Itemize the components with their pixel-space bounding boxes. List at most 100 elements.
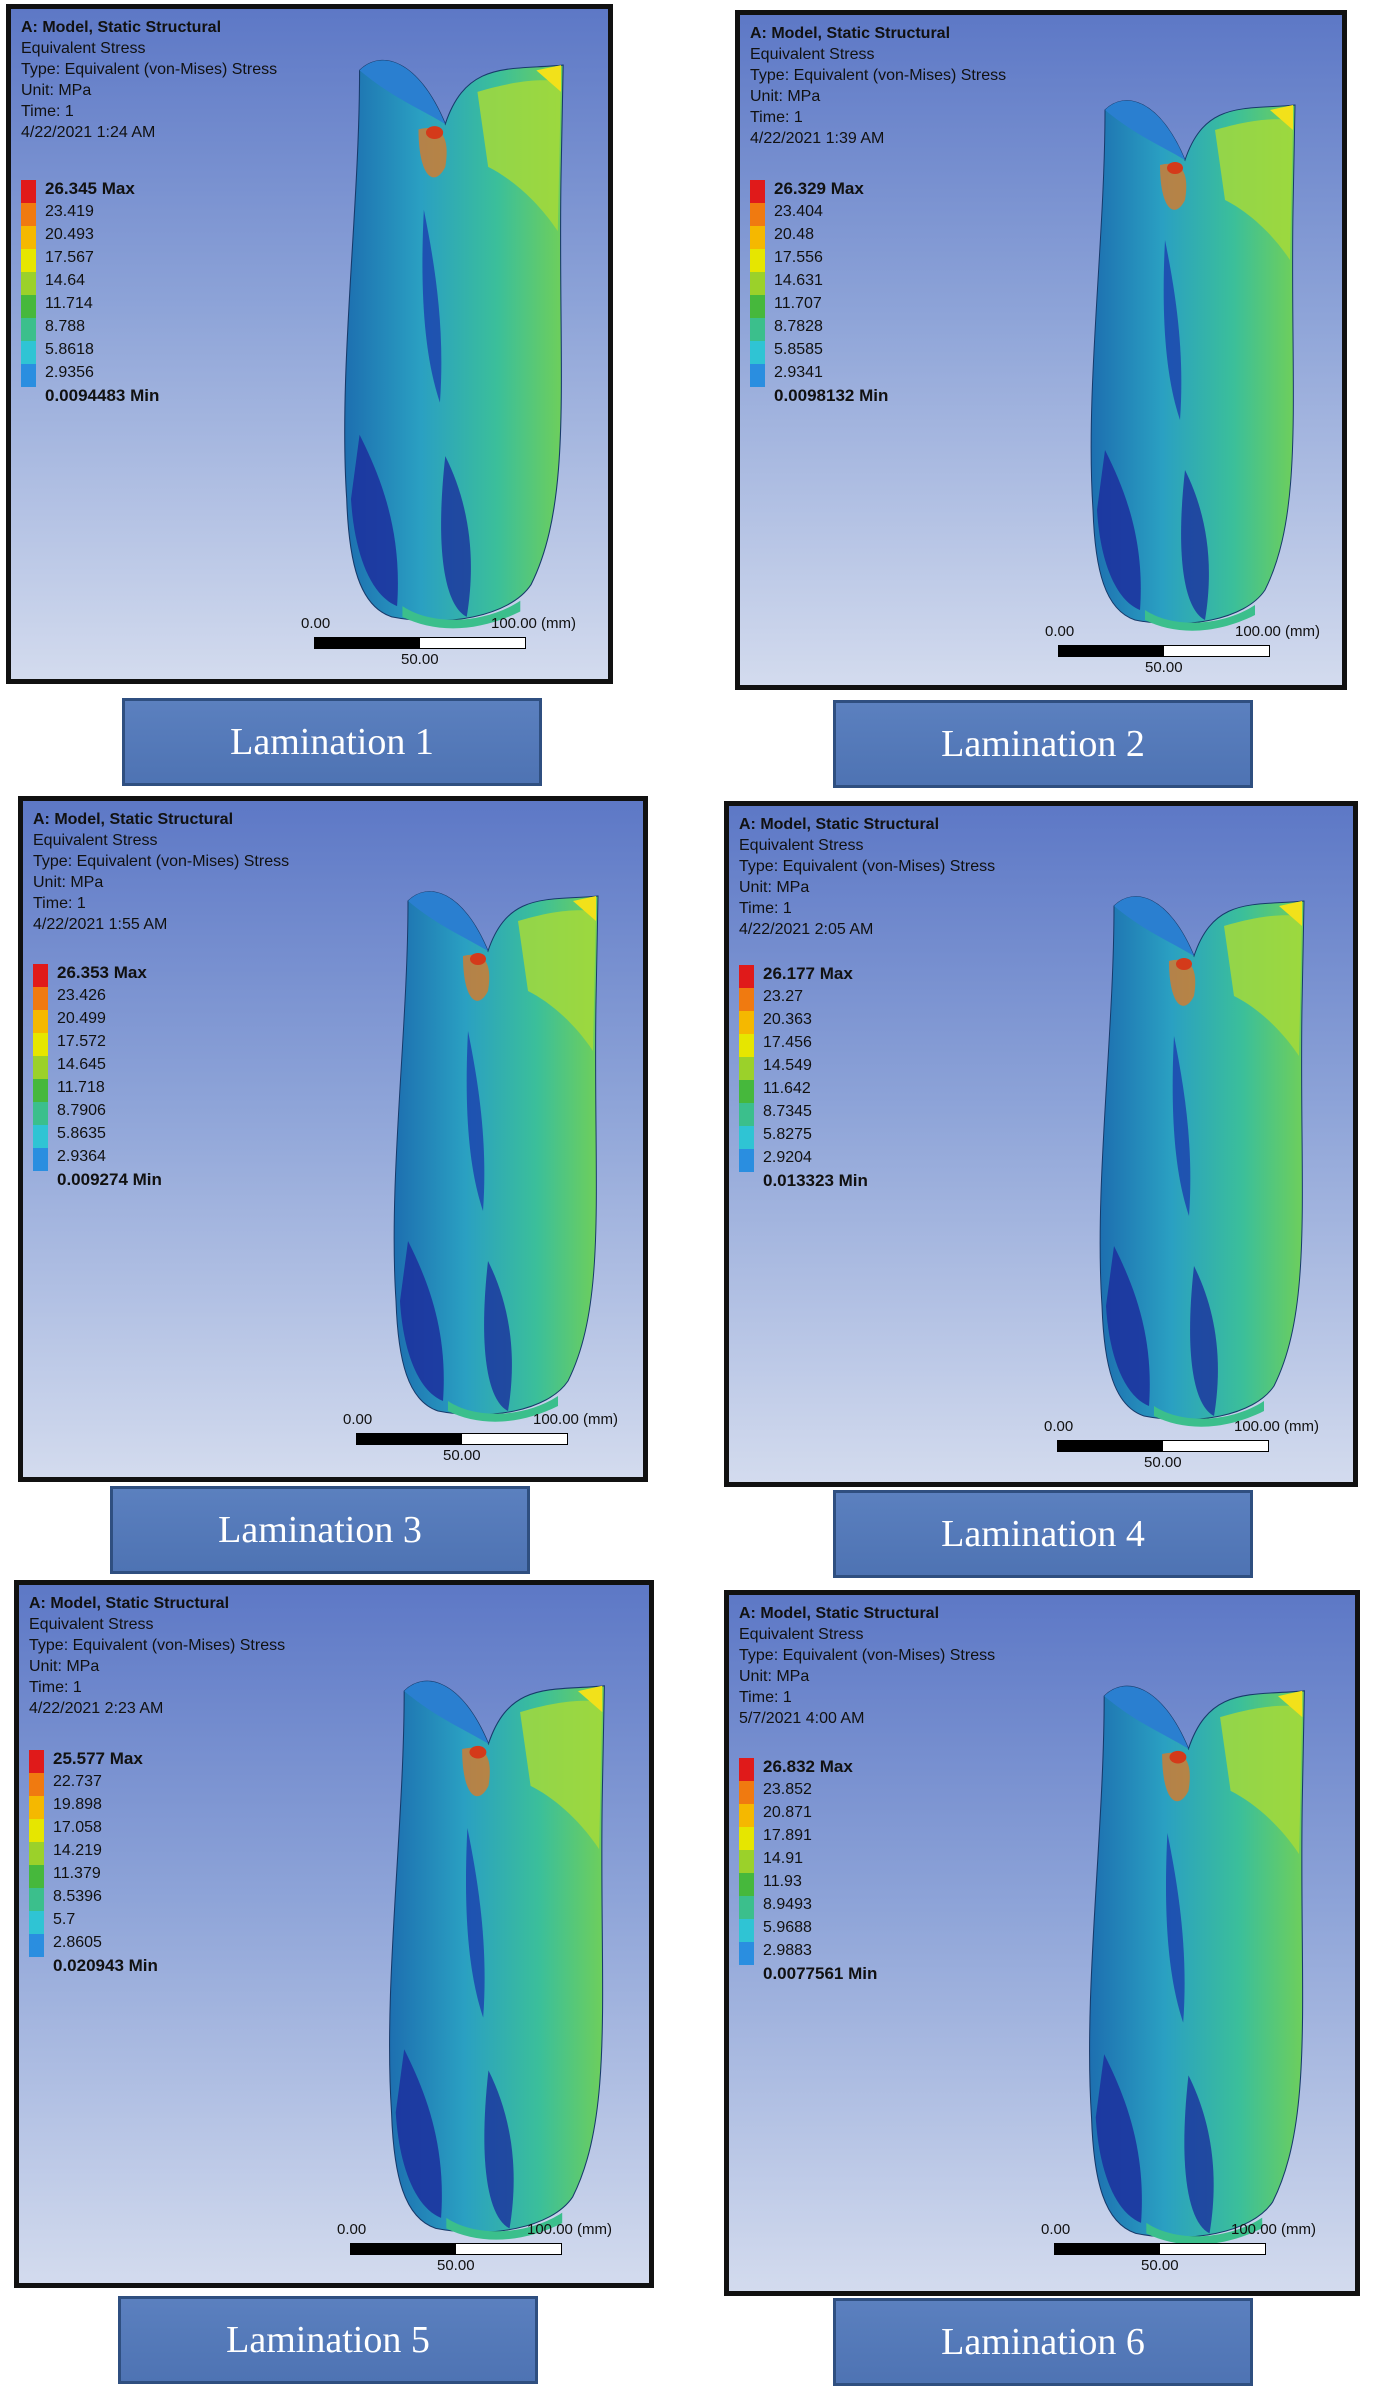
legend-label: 0.009274 Min — [57, 1170, 162, 1189]
header-date: 4/22/2021 2:05 AM — [739, 921, 874, 938]
legend-swatch — [21, 180, 36, 203]
legend-swatch — [21, 203, 36, 226]
legend-label: 17.456 — [763, 1034, 812, 1051]
panel-header: A: Model, Static Structural Equivalent S… — [739, 1603, 995, 1729]
legend-swatch — [739, 988, 754, 1011]
legend-label: 8.7828 — [774, 318, 823, 335]
legend-label: 2.9341 — [774, 364, 823, 381]
scale-mid: 50.00 — [401, 651, 439, 668]
socket-model — [1089, 1685, 1305, 2246]
legend-swatch — [21, 295, 36, 318]
legend-swatch — [33, 987, 48, 1010]
header-line: Equivalent Stress — [739, 837, 864, 854]
header-line: Unit: MPa — [739, 1668, 810, 1685]
legend-swatch — [33, 1010, 48, 1033]
legend-label: 17.556 — [774, 249, 823, 266]
result-panel-3: A: Model, Static Structural Equivalent S… — [18, 796, 648, 1482]
legend-label: 8.9493 — [763, 1896, 812, 1913]
header-line: Time: 1 — [750, 109, 803, 126]
header-line: Time: 1 — [21, 103, 74, 120]
socket-model — [389, 1680, 605, 2241]
legend-swatch — [739, 1781, 754, 1804]
scale-mid: 50.00 — [443, 1447, 481, 1464]
header-line: Equivalent Stress — [750, 46, 875, 63]
legend-swatch — [29, 1842, 44, 1865]
legend-swatch — [750, 364, 765, 387]
scale-bar-graphic — [1054, 2243, 1266, 2255]
legend-label: 14.219 — [53, 1842, 102, 1859]
legend-label: 23.404 — [774, 203, 823, 220]
legend-swatch — [33, 1148, 48, 1171]
scale-start: 0.00 — [1041, 2221, 1071, 2238]
legend-label: 11.93 — [763, 1873, 802, 1890]
header-line: Unit: MPa — [739, 879, 810, 896]
legend-label: 5.8618 — [45, 341, 94, 358]
header-date: 4/22/2021 1:24 AM — [21, 124, 156, 141]
legend-swatch — [739, 1057, 754, 1080]
header-line: Equivalent Stress — [21, 40, 146, 57]
result-panel-4: A: Model, Static Structural Equivalent S… — [724, 801, 1358, 1487]
socket-model — [393, 891, 599, 1423]
legend-label: 26.177 Max — [763, 964, 853, 983]
scale-mid: 50.00 — [1141, 2257, 1179, 2274]
legend-label: 0.013323 Min — [763, 1171, 868, 1190]
scale-start: 0.00 — [1045, 623, 1075, 640]
legend-swatch — [29, 1934, 44, 1957]
legend-swatch — [21, 226, 36, 249]
result-panel-1: A: Model, Static Structural Equivalent S… — [6, 4, 613, 684]
header-date: 5/7/2021 4:00 AM — [739, 1710, 865, 1727]
header-line: Type: Equivalent (von-Mises) Stress — [29, 1637, 286, 1654]
legend-label: 5.9688 — [763, 1919, 812, 1936]
legend-label: 17.567 — [45, 249, 94, 266]
header-line: Unit: MPa — [21, 82, 92, 99]
header-line: Unit: MPa — [29, 1658, 100, 1675]
legend-label: 26.345 Max — [45, 179, 135, 198]
legend-label: 20.48 — [774, 226, 815, 243]
legend-label: 14.64 — [45, 272, 86, 289]
legend-swatch — [739, 1034, 754, 1057]
legend-swatch — [21, 318, 36, 341]
legend-label: 5.7 — [53, 1911, 76, 1928]
scale-start: 0.00 — [343, 1411, 373, 1428]
legend-label: 0.020943 Min — [53, 1956, 158, 1975]
header-title: A: Model, Static Structural — [33, 811, 234, 828]
caption-lamination-4: Lamination 4 — [833, 1490, 1253, 1578]
legend-label: 20.499 — [57, 1010, 106, 1027]
legend-label: 20.871 — [763, 1804, 812, 1821]
legend-swatch — [21, 341, 36, 364]
caption-lamination-6: Lamination 6 — [833, 2298, 1253, 2386]
legend-swatch — [33, 1056, 48, 1079]
legend-label: 20.363 — [763, 1011, 812, 1028]
header-line: Equivalent Stress — [29, 1616, 154, 1633]
socket-model — [344, 59, 564, 629]
scale-start: 0.00 — [301, 615, 331, 632]
header-date: 4/22/2021 2:23 AM — [29, 1700, 164, 1717]
header-line: Equivalent Stress — [33, 832, 158, 849]
panel-header: A: Model, Static Structural Equivalent S… — [33, 809, 289, 935]
legend-swatch — [739, 1080, 754, 1103]
header-title: A: Model, Static Structural — [750, 25, 951, 42]
legend-label: 17.891 — [763, 1827, 812, 1844]
result-panel-5: A: Model, Static Structural Equivalent S… — [14, 1580, 654, 2288]
legend-swatch — [739, 1850, 754, 1873]
legend-label: 0.0077561 Min — [763, 1964, 878, 1983]
header-line: Type: Equivalent (von-Mises) Stress — [750, 67, 1007, 84]
header-title: A: Model, Static Structural — [739, 816, 940, 833]
legend-label: 17.572 — [57, 1033, 106, 1050]
header-title: A: Model, Static Structural — [739, 1605, 940, 1622]
caption-lamination-5: Lamination 5 — [118, 2296, 538, 2384]
legend-label: 14.645 — [57, 1056, 106, 1073]
scale-start: 0.00 — [1044, 1418, 1074, 1435]
header-date: 4/22/2021 1:55 AM — [33, 916, 168, 933]
scale-bar-graphic — [1058, 645, 1270, 657]
scale-bar-graphic — [356, 1433, 568, 1445]
legend-swatch — [739, 1827, 754, 1850]
legend-swatch — [750, 341, 765, 364]
legend-label: 25.577 Max — [53, 1749, 143, 1768]
scale-mid: 50.00 — [1144, 1454, 1182, 1471]
header-title: A: Model, Static Structural — [21, 19, 222, 36]
legend-swatch — [739, 1942, 754, 1965]
header-line: Unit: MPa — [33, 874, 104, 891]
legend-label: 20.493 — [45, 226, 94, 243]
legend-swatch — [750, 226, 765, 249]
